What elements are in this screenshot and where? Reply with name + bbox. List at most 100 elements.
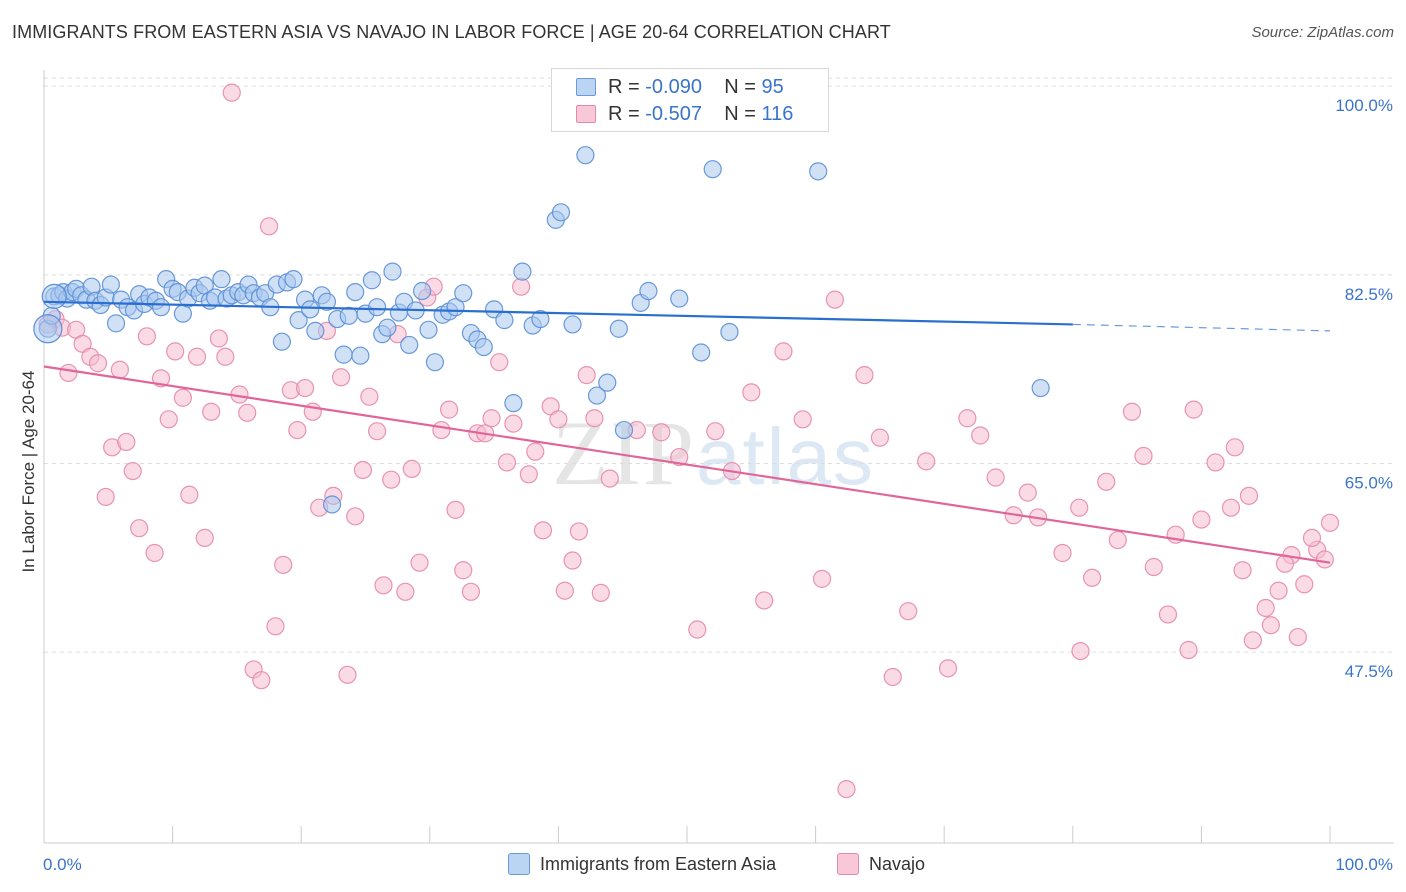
eastern-asia-point	[809, 162, 828, 181]
navajo-point	[774, 342, 793, 361]
eastern-asia-point	[670, 289, 689, 308]
eastern-asia-point	[703, 160, 722, 179]
eastern-asia-trend-line	[43, 300, 1073, 326]
eastern-asia-point	[614, 420, 634, 440]
navajo-point	[432, 420, 451, 440]
navajo-points	[38, 83, 1340, 799]
navajo-point	[252, 671, 271, 690]
navajo-point	[117, 432, 136, 452]
legend-r-value: -0.090	[645, 75, 702, 98]
x-tick-label: 100.0%	[1335, 855, 1393, 874]
series-swatch-blue	[508, 853, 530, 875]
navajo-point	[1018, 483, 1037, 502]
navajo-point	[1315, 550, 1334, 569]
navajo-point	[742, 383, 761, 402]
navajo-point	[1269, 581, 1288, 600]
navajo-point	[338, 665, 357, 684]
navajo-point	[670, 447, 689, 467]
navajo-point	[259, 217, 279, 236]
eastern-asia-trend-extension	[1072, 323, 1331, 332]
eastern-asia-point	[317, 292, 337, 311]
navajo-point	[549, 410, 568, 429]
eastern-asia-point	[587, 386, 607, 405]
eastern-asia-point	[173, 304, 192, 323]
navajo-point	[1071, 641, 1090, 661]
axis-labels: 47.5% 65.0% 82.5% 100.0% 0.0% 100.0% In Labor …	[19, 96, 1393, 874]
navajo-point	[986, 468, 1005, 487]
navajo-point	[454, 561, 473, 580]
eastern-asia-point	[563, 315, 582, 334]
navajo-point	[837, 779, 856, 799]
navajo-point	[123, 461, 142, 481]
navajo-point	[209, 329, 228, 348]
eastern-asia-point	[598, 373, 617, 392]
legend-r-label: R =	[608, 75, 640, 98]
navajo-point	[1320, 513, 1340, 532]
legend-n-value: 95	[761, 75, 784, 98]
eastern-asia-point	[400, 335, 419, 355]
navajo-point	[519, 465, 538, 484]
eastern-asia-point	[33, 314, 63, 344]
navajo-point	[938, 659, 958, 678]
series-legend: Immigrants from Eastern Asia Navajo	[0, 851, 1406, 879]
eastern-asia-point	[551, 203, 571, 222]
legend-n-label: N =	[724, 102, 756, 125]
eastern-asia-point	[609, 319, 628, 338]
navajo-point	[1184, 400, 1203, 419]
series-label-eastern-asia: Immigrants from Eastern Asia	[540, 853, 777, 874]
navajo-point	[1288, 627, 1307, 647]
correlation-legend: R = -0.090 N = 95 R = -0.507 N = 116	[551, 68, 829, 132]
eastern-asia-point	[513, 262, 532, 281]
navajo-point	[1221, 498, 1241, 517]
eastern-asia-point	[301, 300, 320, 319]
legend-n-value: 116	[761, 102, 794, 125]
eastern-asia-point	[351, 346, 370, 365]
eastern-asia-point	[322, 495, 342, 514]
eastern-asia-point	[576, 146, 595, 165]
navajo-point	[439, 400, 459, 419]
navajo-point	[755, 591, 774, 610]
navajo-point	[855, 366, 874, 385]
navajo-point	[1097, 472, 1116, 491]
navajo-point	[1261, 616, 1280, 635]
navajo-point	[1302, 528, 1322, 547]
eastern-asia-point	[306, 321, 325, 341]
navajo-point	[402, 459, 421, 478]
navajo-point	[180, 485, 199, 504]
y-tick-label: 100.0%	[1335, 96, 1393, 115]
navajo-point	[1158, 605, 1178, 624]
navajo-point	[1243, 631, 1262, 650]
eastern-asia-point	[101, 275, 120, 294]
navajo-point	[917, 452, 936, 471]
navajo-point	[331, 368, 351, 387]
legend-swatch-blue	[576, 78, 596, 96]
navajo-point	[577, 366, 596, 385]
x-tick-label: 0.0%	[43, 855, 82, 874]
eastern-asia-point	[334, 345, 353, 364]
navajo-point	[688, 620, 707, 639]
navajo-point	[870, 428, 890, 447]
navajo-point	[222, 83, 241, 102]
chart-title: IMMIGRANTS FROM EASTERN ASIA VS NAVAJO I…	[12, 22, 891, 42]
navajo-point	[346, 507, 365, 526]
navajo-point	[396, 582, 415, 601]
navajo-point	[96, 487, 115, 507]
navajo-point	[1053, 543, 1072, 563]
navajo-point	[1295, 575, 1314, 594]
source-label: Source: ZipAtlas.com	[1251, 24, 1394, 41]
navajo-point	[512, 277, 531, 296]
navajo-point	[1082, 568, 1102, 587]
navajo-point	[1108, 530, 1127, 550]
navajo-trend-line	[43, 365, 1331, 564]
navajo-point	[793, 410, 812, 429]
eastern-asia-point	[346, 282, 365, 302]
eastern-asia-point	[289, 311, 308, 330]
navajo-point	[216, 347, 235, 366]
y-tick-label: 47.5%	[1345, 662, 1393, 681]
eastern-asia-point	[106, 314, 126, 333]
navajo-point	[1206, 453, 1225, 472]
navajo-point	[382, 470, 401, 489]
eastern-asia-point	[504, 394, 523, 413]
eastern-asia-point	[720, 322, 739, 342]
